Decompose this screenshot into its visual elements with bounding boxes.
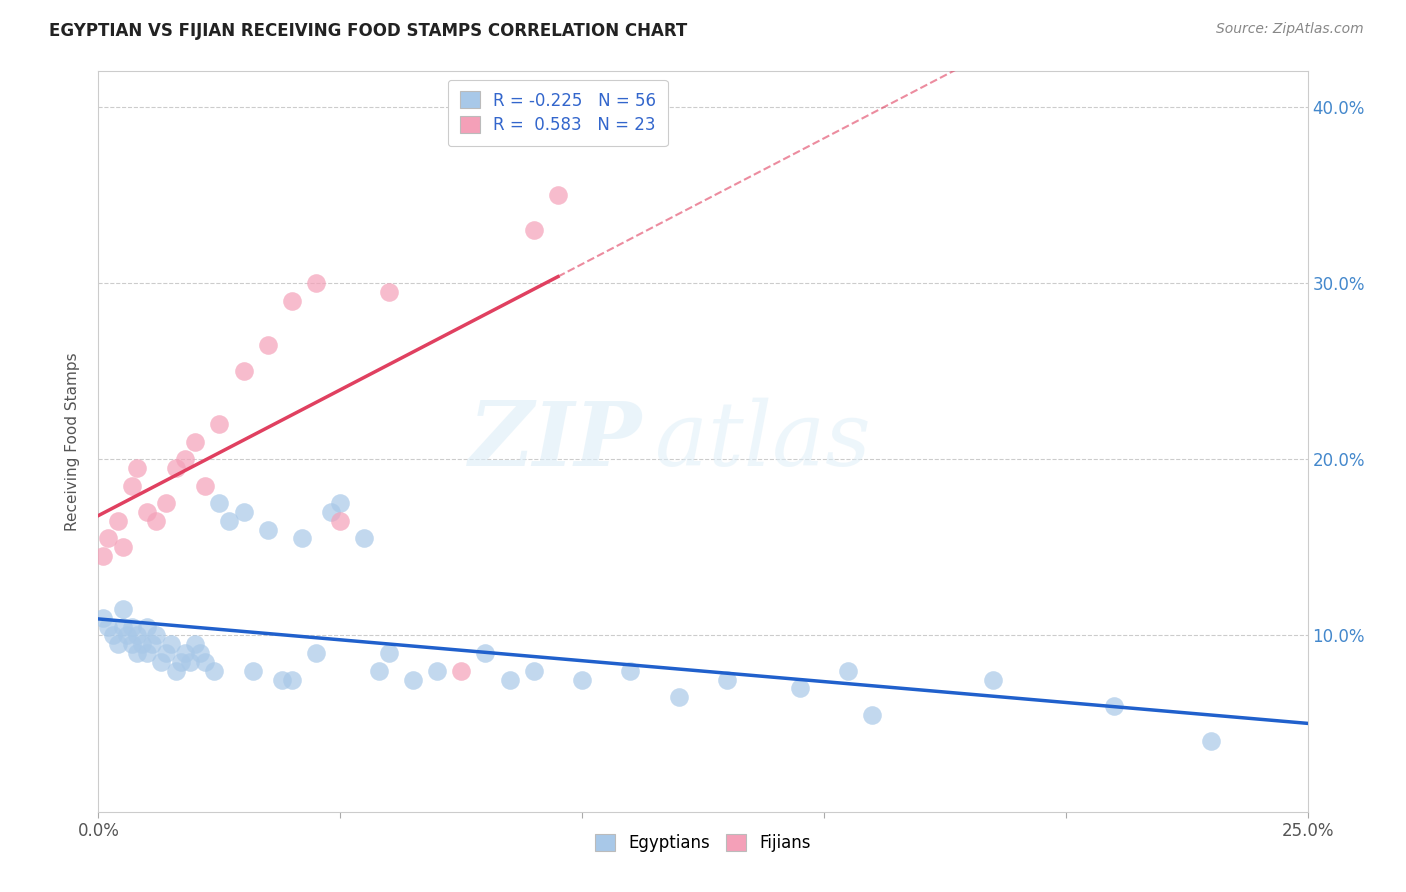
Point xyxy=(377,285,399,299)
Point xyxy=(837,664,859,678)
Point xyxy=(155,496,177,510)
Point xyxy=(232,364,254,378)
Point xyxy=(194,478,217,492)
Point xyxy=(91,549,114,563)
Point xyxy=(281,293,304,308)
Point xyxy=(107,514,129,528)
Point xyxy=(165,664,187,678)
Point xyxy=(232,505,254,519)
Point xyxy=(135,646,157,660)
Point xyxy=(329,496,352,510)
Point xyxy=(141,637,163,651)
Point xyxy=(208,496,231,510)
Point xyxy=(242,664,264,678)
Point xyxy=(1102,698,1125,713)
Text: ZIP: ZIP xyxy=(470,399,643,484)
Point xyxy=(305,646,328,660)
Point xyxy=(127,646,149,660)
Point xyxy=(474,646,496,660)
Text: Source: ZipAtlas.com: Source: ZipAtlas.com xyxy=(1216,22,1364,37)
Point xyxy=(450,664,472,678)
Point xyxy=(716,673,738,687)
Point xyxy=(498,673,520,687)
Point xyxy=(256,337,278,351)
Point xyxy=(131,637,153,651)
Point xyxy=(426,664,449,678)
Point xyxy=(97,532,120,546)
Point xyxy=(256,523,278,537)
Point xyxy=(353,532,375,546)
Point xyxy=(619,664,641,678)
Point xyxy=(523,664,546,678)
Point xyxy=(194,655,217,669)
Point xyxy=(165,461,187,475)
Point xyxy=(121,478,143,492)
Point xyxy=(184,637,207,651)
Point xyxy=(127,461,149,475)
Point xyxy=(111,602,134,616)
Point xyxy=(204,664,226,678)
Point xyxy=(305,276,328,290)
Point xyxy=(127,628,149,642)
Point xyxy=(981,673,1004,687)
Point xyxy=(402,673,425,687)
Point xyxy=(117,628,139,642)
Point xyxy=(174,646,197,660)
Point xyxy=(145,628,167,642)
Point xyxy=(121,619,143,633)
Y-axis label: Receiving Food Stamps: Receiving Food Stamps xyxy=(65,352,80,531)
Point xyxy=(281,673,304,687)
Point xyxy=(329,514,352,528)
Point xyxy=(97,619,120,633)
Point xyxy=(368,664,391,678)
Point xyxy=(174,452,197,467)
Point xyxy=(271,673,294,687)
Point xyxy=(184,434,207,449)
Point xyxy=(111,541,134,555)
Point xyxy=(107,637,129,651)
Point xyxy=(121,637,143,651)
Point xyxy=(135,505,157,519)
Point xyxy=(179,655,201,669)
Legend: Egyptians, Fijians: Egyptians, Fijians xyxy=(588,828,818,859)
Point xyxy=(789,681,811,696)
Point xyxy=(208,417,231,431)
Point xyxy=(523,223,546,237)
Point xyxy=(319,505,342,519)
Point xyxy=(145,514,167,528)
Point xyxy=(218,514,240,528)
Point xyxy=(91,611,114,625)
Point xyxy=(155,646,177,660)
Point xyxy=(668,690,690,705)
Point xyxy=(188,646,211,660)
Point xyxy=(101,628,124,642)
Point xyxy=(150,655,173,669)
Point xyxy=(135,619,157,633)
Point xyxy=(111,619,134,633)
Point xyxy=(169,655,191,669)
Text: EGYPTIAN VS FIJIAN RECEIVING FOOD STAMPS CORRELATION CHART: EGYPTIAN VS FIJIAN RECEIVING FOOD STAMPS… xyxy=(49,22,688,40)
Point xyxy=(160,637,183,651)
Point xyxy=(547,187,569,202)
Point xyxy=(860,707,883,722)
Point xyxy=(377,646,399,660)
Point xyxy=(571,673,593,687)
Point xyxy=(290,532,312,546)
Text: atlas: atlas xyxy=(655,398,870,485)
Point xyxy=(1199,734,1222,748)
